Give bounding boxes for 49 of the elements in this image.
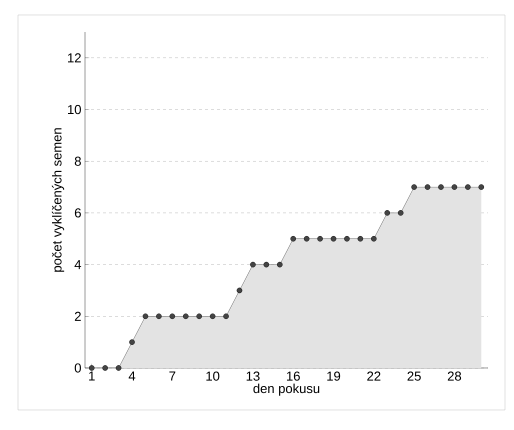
point bbox=[196, 313, 202, 320]
point bbox=[142, 313, 148, 320]
point bbox=[424, 184, 430, 190]
point bbox=[371, 236, 377, 242]
point bbox=[465, 184, 471, 190]
point bbox=[452, 184, 458, 190]
y-tick-label: 4 bbox=[74, 260, 82, 270]
y-tick-label: 6 bbox=[74, 208, 81, 218]
point bbox=[129, 339, 135, 345]
x-tick-label: 22 bbox=[367, 372, 380, 381]
point bbox=[384, 210, 390, 216]
y-tick-label: 10 bbox=[68, 104, 81, 114]
point bbox=[304, 236, 310, 242]
x-tick-label: 28 bbox=[448, 372, 462, 381]
point bbox=[438, 184, 444, 190]
x-tick-label: 25 bbox=[408, 372, 421, 381]
x-tick-label: 16 bbox=[286, 372, 300, 381]
point bbox=[264, 262, 270, 268]
point bbox=[344, 236, 350, 242]
point bbox=[250, 262, 256, 268]
y-tick-label: 2 bbox=[74, 312, 81, 321]
point bbox=[330, 236, 336, 242]
point bbox=[170, 313, 176, 320]
x-tick-label: 7 bbox=[169, 372, 176, 380]
y-tick-label: 0 bbox=[74, 363, 81, 373]
x-axis-title: den pokusu bbox=[253, 384, 320, 396]
point bbox=[116, 365, 122, 371]
point bbox=[478, 184, 484, 190]
point bbox=[317, 236, 323, 242]
point bbox=[411, 184, 417, 190]
point bbox=[276, 262, 283, 268]
y-tick-label: 8 bbox=[74, 156, 81, 166]
x-tick-label: 10 bbox=[206, 372, 220, 381]
x-tick-label: 1 bbox=[89, 372, 95, 380]
x-tick-label: 19 bbox=[327, 372, 340, 381]
x-tick-label: 4 bbox=[128, 372, 136, 380]
point bbox=[156, 313, 162, 320]
point bbox=[102, 365, 108, 371]
point bbox=[398, 210, 404, 216]
y-tick-label: 12 bbox=[68, 53, 81, 62]
point bbox=[210, 313, 216, 320]
point bbox=[182, 313, 189, 320]
point bbox=[236, 288, 242, 294]
point bbox=[88, 365, 95, 371]
point bbox=[223, 313, 229, 320]
point bbox=[358, 236, 364, 242]
y-axis-title: počet vyklíčených semen bbox=[52, 128, 64, 272]
x-tick-label: 13 bbox=[246, 372, 260, 381]
point bbox=[290, 236, 296, 242]
